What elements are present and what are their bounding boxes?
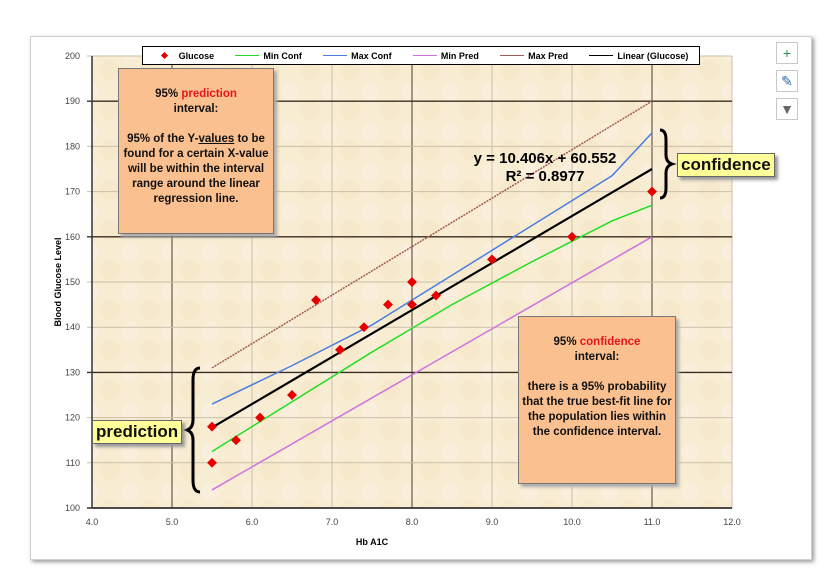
x-axis-label: Hb A1C [356,537,389,547]
series-line-max-conf [211,132,653,405]
legend-item-min-pred: Min Pred [412,50,479,61]
series-line-max-pred [211,100,653,369]
legend-swatch [235,55,260,56]
x-tick-label: 4.0 [86,517,99,527]
note-text: to be found for a certain X-value will b… [123,133,269,205]
note-text: 95% [553,336,580,348]
x-tick-label: 5.0 [166,517,179,527]
legend-item-max-pred: Max Pred [500,51,568,61]
prediction-interval-note: 95% prediction interval: 95% of the Y-va… [118,68,274,234]
note-highlight: confidence [579,336,641,348]
y-tick-label: 100 [65,503,80,513]
data-point [255,412,265,423]
x-tick-label: 9.0 [486,517,499,527]
legend-label: Glucose [178,50,215,61]
legend-label: Min Pred [440,50,479,61]
legend-label: Max Conf [351,50,392,61]
x-tick-label: 12.0 [723,517,741,527]
legend-swatch [160,51,168,60]
series-line-linear-glucose [211,168,653,429]
legend-item-glucose: Glucose [154,50,215,61]
data-point [207,421,217,432]
prediction-tag: prediction [92,420,183,444]
legend-swatch [589,55,614,56]
note-highlight: prediction [181,88,237,100]
note-text: there is a 95% probability that the true… [522,381,672,438]
note-text: interval: [173,103,219,115]
brush-icon[interactable]: ✎ [776,70,798,92]
note-text: interval: [574,351,620,363]
y-tick-label: 160 [65,232,80,242]
data-point [207,457,217,468]
x-tick-label: 11.0 [644,517,661,527]
legend-item-linear-glucose: Linear (Glucose) [589,51,688,61]
y-tick-label: 170 [65,187,80,197]
r-squared: R² = 0.8977 [506,168,585,185]
data-point [383,299,393,310]
y-tick-label: 180 [65,141,80,151]
confidence-interval-note: 95% confidence interval: there is a 95% … [518,316,676,484]
y-tick-label: 150 [65,277,80,287]
legend-label: Min Conf [263,50,302,61]
y-tick-label: 140 [65,322,80,332]
y-tick-label: 110 [66,458,80,468]
y-axis-label: Blood Glucose Level [53,237,63,326]
x-tick-label: 8.0 [406,517,419,527]
data-point [407,299,417,310]
series-line-min-conf [211,204,653,453]
x-tick-label: 7.0 [326,517,339,527]
legend-item-min-conf: Min Conf [235,51,302,61]
note-text: 95% of the Y- [127,133,199,145]
data-point [311,295,321,306]
trendline-equation: y = 10.406x + 60.552 [474,150,617,167]
plus-icon[interactable]: + [776,42,798,64]
y-tick-label: 130 [65,367,80,377]
data-point [287,390,297,400]
note-text: 95% [155,88,182,100]
prediction-brace [182,366,201,494]
x-tick-label: 6.0 [246,517,259,527]
data-point [647,186,657,197]
data-point [335,344,345,355]
legend-label: Linear (Glucose) [617,50,689,61]
legend-label: Max Pred [528,50,569,61]
data-point [359,322,369,333]
note-underlined: values [198,133,235,145]
series-line-min-pred [211,236,653,491]
y-tick-label: 190 [65,96,80,106]
data-point [431,290,441,301]
legend-item-max-conf: Max Conf [323,51,392,61]
chart-legend: Glucose Min Conf Max Conf Min Pred Max Pred L… [142,46,700,65]
legend-swatch [412,55,437,56]
data-point [567,231,577,242]
data-point [231,435,241,446]
y-tick-label: 200 [65,51,80,61]
legend-swatch [500,55,525,56]
legend-swatch [323,55,348,56]
data-point [407,277,417,287]
y-tick-label: 120 [65,413,80,423]
filter-icon[interactable]: ▼ [776,98,798,120]
confidence-tag: confidence [677,153,775,177]
x-tick-label: 10.0 [563,517,581,527]
confidence-brace [659,128,677,200]
